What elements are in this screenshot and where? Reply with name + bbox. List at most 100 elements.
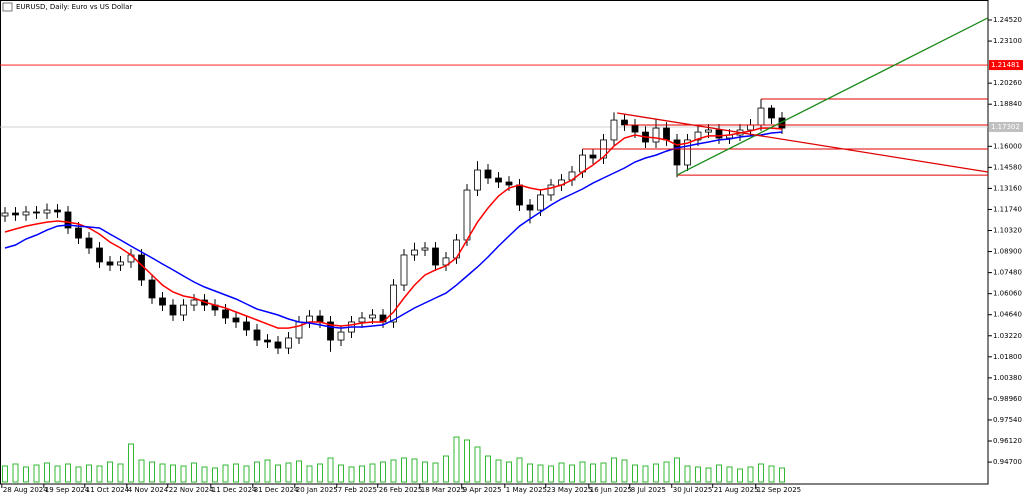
candle-body bbox=[222, 309, 229, 319]
volume-bar bbox=[75, 466, 82, 483]
volume-bar bbox=[180, 465, 187, 483]
x-tick-label: 11 Dec 2024 bbox=[212, 486, 257, 494]
volume-bar bbox=[600, 462, 607, 483]
moving-average bbox=[4, 131, 783, 329]
volume-bar bbox=[22, 466, 29, 483]
volume-bar bbox=[222, 464, 229, 483]
volume-bar bbox=[642, 465, 649, 483]
candle-body bbox=[243, 321, 250, 331]
volume-bar bbox=[411, 458, 418, 483]
volume-bar bbox=[736, 468, 743, 483]
candle-body bbox=[631, 124, 639, 133]
volume-bar bbox=[232, 463, 239, 483]
symbol-icon bbox=[2, 2, 13, 12]
y-tick-label: 1.11740 bbox=[993, 205, 1022, 213]
volume-bar bbox=[64, 463, 71, 483]
volume-bar bbox=[673, 457, 680, 483]
volume-bar bbox=[127, 443, 134, 483]
volume-bar bbox=[768, 465, 775, 483]
volume-bar bbox=[12, 463, 19, 483]
volume-bar bbox=[369, 463, 376, 483]
candle-body bbox=[159, 297, 166, 306]
volume-bar bbox=[211, 467, 218, 483]
trend-line bbox=[676, 17, 988, 176]
x-tick-label: 31 Dec 2024 bbox=[254, 486, 299, 494]
volume-bar bbox=[390, 459, 397, 483]
volume-bar bbox=[148, 461, 155, 483]
volume-bar bbox=[778, 467, 785, 483]
candle-body bbox=[232, 317, 240, 323]
y-tick-label: 1.20260 bbox=[993, 79, 1022, 87]
y-tick-label: 1.01800 bbox=[993, 353, 1022, 361]
candle-body bbox=[75, 227, 82, 239]
volume-bar bbox=[715, 464, 722, 483]
volume-bar bbox=[537, 464, 544, 483]
y-tick-label: 0.97540 bbox=[993, 416, 1022, 424]
y-tick-label: 1.24520 bbox=[993, 16, 1022, 24]
x-tick-label: 21 Aug 2025 bbox=[714, 486, 759, 494]
y-tick-label: 1.14580 bbox=[993, 163, 1022, 171]
x-tick-label: 18 Mar 2025 bbox=[421, 486, 465, 494]
candle-body bbox=[537, 194, 544, 211]
x-tick-label: 28 Aug 2024 bbox=[3, 486, 48, 494]
candle-body bbox=[337, 331, 345, 341]
price-line-label-bg bbox=[989, 122, 1023, 133]
candle-body bbox=[663, 127, 670, 141]
moving-average bbox=[4, 127, 783, 329]
x-tick-label: 30 Jul 2025 bbox=[673, 486, 713, 494]
volume-bar bbox=[159, 463, 166, 483]
volume-bar bbox=[516, 457, 523, 483]
candle-body bbox=[411, 249, 418, 256]
alert-line-label: 1.21481 bbox=[991, 61, 1020, 69]
volume-bar bbox=[684, 465, 691, 483]
volume-bar bbox=[726, 466, 733, 483]
plot-area bbox=[0, 17, 988, 483]
volume-bar bbox=[663, 461, 670, 483]
candle-body bbox=[264, 339, 271, 343]
volume-bar bbox=[1, 465, 8, 483]
trend-line bbox=[617, 112, 988, 173]
volume-bar bbox=[264, 459, 271, 483]
candle-body bbox=[180, 304, 187, 316]
candle-body bbox=[757, 107, 765, 126]
candle-body bbox=[715, 129, 723, 139]
volume-bar bbox=[484, 455, 491, 483]
candle-body bbox=[463, 189, 471, 241]
candle-body bbox=[505, 181, 513, 186]
candle-body bbox=[117, 261, 124, 266]
volume-bar bbox=[505, 461, 512, 483]
y-tick-label: 1.03220 bbox=[993, 332, 1022, 340]
x-tick-label: 19 Sep 2024 bbox=[45, 486, 90, 494]
candle-body bbox=[621, 119, 628, 126]
volume-bar bbox=[306, 465, 313, 483]
volume-bar bbox=[621, 459, 628, 483]
y-tick-label: 0.96120 bbox=[993, 437, 1022, 445]
candle-body bbox=[652, 127, 660, 143]
alert-line-label-bg bbox=[989, 60, 1023, 71]
candle-body bbox=[327, 321, 334, 341]
candle-body bbox=[705, 129, 712, 133]
volume-bar bbox=[295, 460, 302, 483]
candle-body bbox=[295, 321, 303, 339]
candle-body bbox=[274, 341, 282, 349]
volume-bar bbox=[757, 463, 764, 483]
x-tick-label: 1 May 2025 bbox=[506, 486, 547, 494]
candle-body bbox=[306, 315, 313, 323]
volume-bar bbox=[348, 466, 355, 483]
volume-bar bbox=[54, 465, 61, 483]
candle-body bbox=[390, 284, 397, 323]
volume-bar bbox=[316, 463, 323, 483]
candle-body bbox=[673, 139, 681, 166]
candle-body bbox=[684, 139, 691, 166]
candle-body bbox=[33, 211, 40, 214]
volume-bar bbox=[285, 462, 292, 483]
y-tick-label: 1.23100 bbox=[993, 37, 1022, 45]
y-tick-label: 1.00380 bbox=[993, 374, 1022, 382]
x-tick-label: 26 Feb 2025 bbox=[379, 486, 423, 494]
volume-bar bbox=[337, 464, 344, 483]
y-tick-label: 1.06060 bbox=[993, 290, 1022, 298]
x-tick-label: 9 Apr 2025 bbox=[463, 486, 502, 494]
volume-bar bbox=[474, 446, 481, 483]
volume-bar bbox=[274, 464, 281, 483]
